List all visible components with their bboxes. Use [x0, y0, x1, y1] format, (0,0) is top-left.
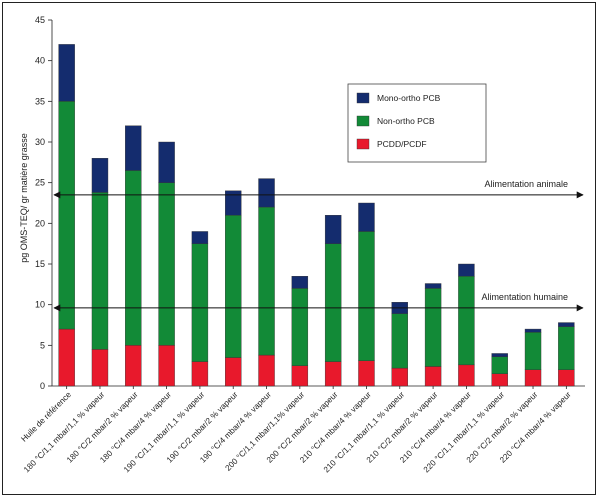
bar-segment-mono-ortho-pcb	[424, 283, 442, 289]
legend-label: Mono-ortho PCB	[377, 93, 441, 103]
bar-segment-pcdd-pcdf	[225, 357, 242, 387]
bar-segment-pcdd-pcdf	[424, 366, 442, 387]
chart-frame	[2, 2, 596, 495]
bar-segment-pcdd-pcdf	[391, 367, 408, 387]
bar-segment-mono-ortho-pcb	[524, 328, 542, 333]
bar-segment-non-ortho-pcb	[291, 288, 309, 366]
bar-segment-non-ortho-pcb	[358, 231, 375, 361]
y-tick-label: 5	[40, 340, 45, 350]
bar-segment-pcdd-pcdf	[91, 349, 109, 387]
bar-segment-non-ortho-pcb	[258, 206, 275, 356]
reference-lines: Alimentation animale Alimentation humaine	[53, 179, 584, 312]
legend-label: PCDD/PCDF	[377, 139, 427, 149]
y-tick-label: 35	[35, 96, 45, 106]
y-tick-label: 30	[35, 137, 45, 147]
bar-segment-non-ortho-pcb	[491, 356, 508, 375]
y-tick-label: 40	[35, 56, 45, 66]
y-tick-label: 15	[35, 259, 45, 269]
legend-label: Non-ortho PCB	[377, 116, 435, 126]
x-tick-label: 220 °C/4 mbar/4 % vapeur	[498, 390, 573, 465]
bar-segment-non-ortho-pcb	[158, 182, 175, 346]
bar-segment-mono-ortho-pcb	[291, 276, 309, 289]
bar-segment-mono-ortho-pcb	[158, 141, 175, 183]
legend-swatch	[356, 138, 370, 150]
bar-segment-mono-ortho-pcb	[558, 322, 575, 327]
bar-segment-non-ortho-pcb	[125, 170, 142, 346]
bar-segment-non-ortho-pcb	[191, 243, 209, 362]
bar-segment-mono-ortho-pcb	[458, 263, 475, 277]
bars	[58, 44, 575, 387]
reference-line-label: Alimentation animale	[484, 179, 568, 189]
bar-segment-mono-ortho-pcb	[58, 44, 75, 102]
legend-box	[347, 83, 487, 163]
bar-segment-pcdd-pcdf	[291, 365, 309, 387]
bar-segment-non-ortho-pcb	[225, 214, 242, 358]
bar-segment-pcdd-pcdf	[125, 345, 142, 387]
bar-segment-non-ortho-pcb	[424, 288, 442, 367]
y-tick-label: 25	[35, 178, 45, 188]
bar-segment-non-ortho-pcb	[458, 276, 475, 366]
bar-segment-pcdd-pcdf	[58, 328, 75, 387]
legend-swatch	[356, 115, 370, 127]
reference-line-label: Alimentation humaine	[481, 292, 568, 302]
bar-segment-non-ortho-pcb	[558, 326, 575, 370]
bar-segment-non-ortho-pcb	[91, 192, 109, 350]
y-tick-label: 20	[35, 218, 45, 228]
bar-segment-non-ortho-pcb	[324, 243, 342, 362]
bar-segment-non-ortho-pcb	[524, 332, 542, 370]
bar-segment-mono-ortho-pcb	[491, 353, 508, 357]
legend: Mono-ortho PCB Non-ortho PCB PCDD/PCDF	[347, 83, 487, 163]
bar-segment-mono-ortho-pcb	[91, 158, 109, 193]
bar-segment-mono-ortho-pcb	[191, 231, 209, 244]
y-tick-label: 10	[35, 300, 45, 310]
bar-segment-mono-ortho-pcb	[125, 125, 142, 171]
bar-segment-non-ortho-pcb	[391, 313, 408, 369]
bar-segment-pcdd-pcdf	[158, 345, 175, 387]
bar-segment-pcdd-pcdf	[358, 360, 375, 387]
bar-segment-pcdd-pcdf	[491, 373, 508, 387]
bar-segment-pcdd-pcdf	[324, 361, 342, 387]
bar-segment-mono-ortho-pcb	[358, 202, 375, 232]
bar-segment-mono-ortho-pcb	[258, 178, 275, 208]
bar-segment-non-ortho-pcb	[58, 101, 75, 330]
y-tick-label: 45	[35, 15, 45, 25]
bar-segment-pcdd-pcdf	[458, 364, 475, 387]
y-axis-label: pg OMS-TEQ/ gr matière grasse	[19, 133, 29, 263]
legend-swatch	[356, 92, 370, 104]
y-tick-label: 0	[40, 381, 45, 391]
bar-segment-pcdd-pcdf	[191, 361, 209, 387]
bar-segment-mono-ortho-pcb	[324, 214, 342, 244]
bar-segment-pcdd-pcdf	[258, 354, 275, 387]
bar-segment-pcdd-pcdf	[558, 369, 575, 387]
bar-segment-pcdd-pcdf	[524, 369, 542, 387]
